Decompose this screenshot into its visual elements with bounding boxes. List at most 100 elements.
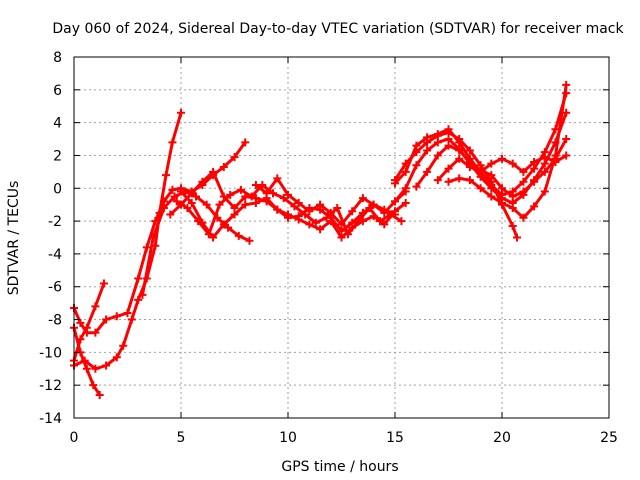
data-point xyxy=(198,218,207,227)
series-track-5 xyxy=(138,187,254,299)
x-tick-label: 10 xyxy=(279,430,297,446)
data-point xyxy=(444,128,453,137)
data-point xyxy=(134,295,143,304)
data-point xyxy=(273,205,282,214)
data-point xyxy=(251,199,260,208)
data-point xyxy=(562,135,571,144)
data-point xyxy=(433,176,442,185)
data-point xyxy=(401,159,410,168)
data-point xyxy=(279,194,288,203)
y-tick-label: 2 xyxy=(53,148,62,164)
y-tick-label: 0 xyxy=(53,181,62,197)
data-point xyxy=(284,210,292,219)
data-point xyxy=(172,197,181,206)
data-point xyxy=(183,203,192,212)
data-point xyxy=(444,164,453,173)
data-point xyxy=(236,185,245,194)
data-point xyxy=(202,200,211,209)
data-point xyxy=(358,194,367,203)
data-point xyxy=(423,146,432,155)
data-point xyxy=(198,177,207,186)
series-track-15 xyxy=(444,80,571,222)
tick-layer: 0 5 10 15 20 25 -14 -12 -10 -8 -6 -4 -2 0 2 4 6 8 xyxy=(39,50,618,446)
data-point xyxy=(551,151,560,160)
data-point xyxy=(219,220,228,229)
data-point xyxy=(487,192,496,201)
data-point xyxy=(149,233,158,242)
data-point xyxy=(226,190,235,199)
data-point xyxy=(230,153,239,162)
data-point xyxy=(512,233,521,242)
data-point xyxy=(508,159,517,168)
data-point xyxy=(508,222,517,231)
data-point xyxy=(455,135,464,144)
data-point xyxy=(119,341,128,350)
data-point xyxy=(290,202,299,211)
data-point xyxy=(219,162,228,171)
data-point xyxy=(348,207,357,216)
data-point xyxy=(166,210,175,219)
data-point xyxy=(127,315,136,324)
data-point xyxy=(159,203,168,212)
data-point xyxy=(358,217,367,226)
data-point xyxy=(397,217,406,226)
data-point xyxy=(530,158,539,167)
data-point xyxy=(498,154,506,163)
data-point xyxy=(412,161,421,170)
data-point xyxy=(540,187,549,196)
x-tick-label: 5 xyxy=(177,430,186,446)
series-track-14 xyxy=(433,151,571,185)
data-point xyxy=(337,233,346,242)
data-point xyxy=(91,328,100,337)
data-point xyxy=(123,308,132,317)
data-point xyxy=(305,207,314,216)
data-point xyxy=(433,131,442,140)
data-point xyxy=(369,212,378,221)
data-point xyxy=(187,189,196,198)
data-point xyxy=(455,146,464,155)
x-tick-label: 25 xyxy=(600,430,618,446)
data-point xyxy=(365,203,374,212)
x-tick-label: 0 xyxy=(70,430,79,446)
data-point xyxy=(89,381,98,390)
data-point xyxy=(530,202,539,211)
data-point xyxy=(247,192,256,201)
data-point xyxy=(102,315,111,324)
y-tick-label: -4 xyxy=(48,247,62,263)
data-point xyxy=(562,108,571,117)
y-tick-label: -8 xyxy=(48,313,62,329)
data-point xyxy=(391,207,399,216)
data-point xyxy=(262,189,271,198)
data-point xyxy=(519,187,528,196)
series-line xyxy=(168,170,397,233)
y-axis-label: SDTVAR / TECUs xyxy=(6,181,22,296)
data-point xyxy=(519,213,528,222)
data-point xyxy=(423,167,432,176)
data-point xyxy=(142,243,151,252)
data-point xyxy=(455,174,464,183)
data-point xyxy=(191,192,200,201)
data-point xyxy=(498,184,506,193)
data-point xyxy=(348,223,357,232)
data-point xyxy=(162,171,171,180)
data-point xyxy=(177,108,185,117)
data-point xyxy=(95,391,104,400)
x-tick-label: 20 xyxy=(493,430,511,446)
y-tick-label: -2 xyxy=(48,214,62,230)
data-point xyxy=(508,192,517,201)
data-point xyxy=(112,353,121,362)
data-point xyxy=(311,218,320,227)
data-point xyxy=(230,210,239,219)
data-point xyxy=(380,220,389,229)
series-track-13 xyxy=(412,135,571,201)
y-tick-label: 6 xyxy=(53,83,62,99)
y-tick-label: -12 xyxy=(39,378,62,394)
data-point xyxy=(294,199,303,208)
data-point xyxy=(498,199,506,208)
data-point xyxy=(82,364,91,373)
data-point xyxy=(99,279,108,288)
data-point xyxy=(316,200,325,209)
data-point xyxy=(519,177,528,186)
data-point xyxy=(91,302,100,311)
